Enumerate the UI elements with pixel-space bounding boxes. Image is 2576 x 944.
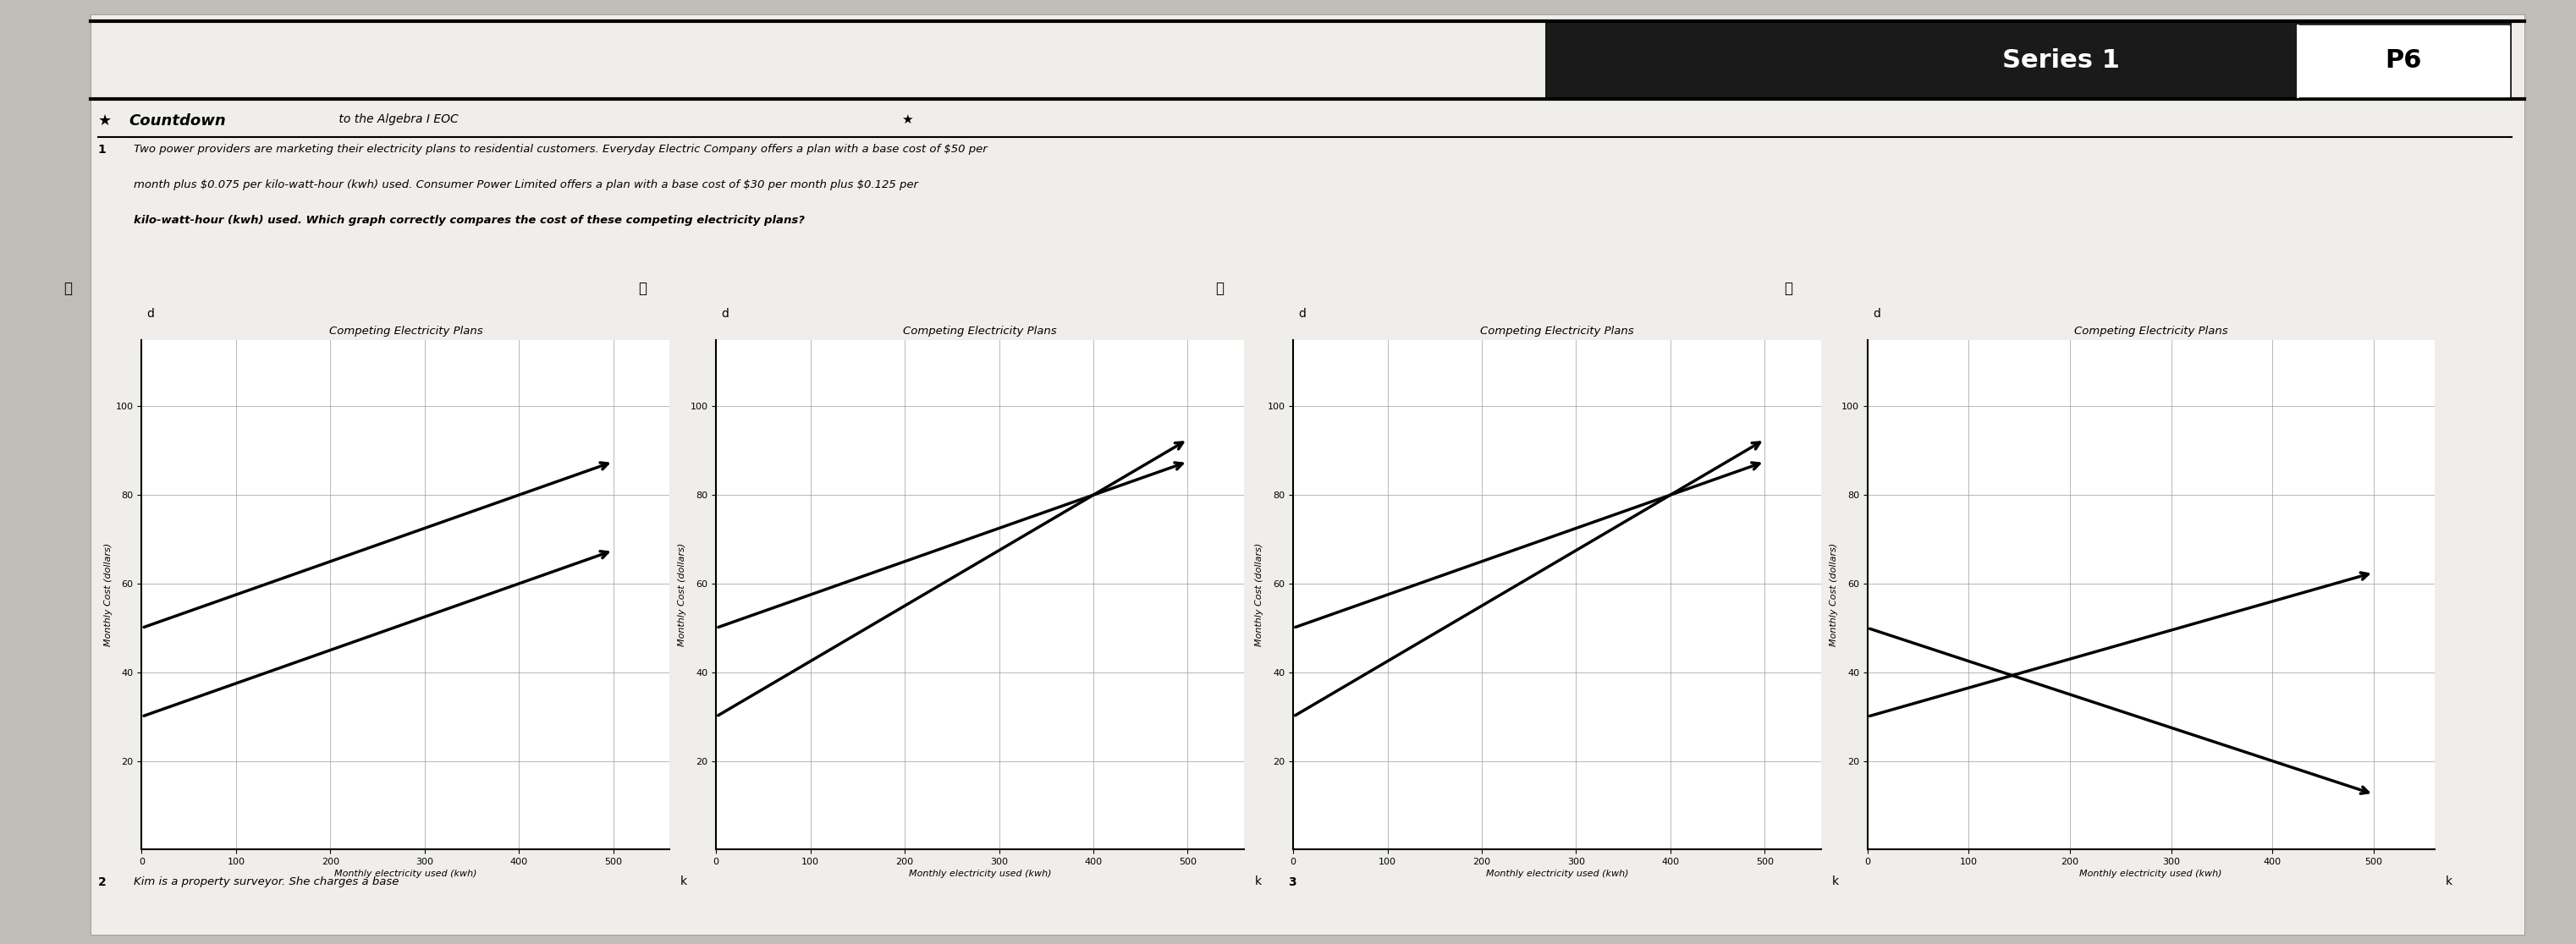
Text: 3: 3 [1288, 876, 1296, 888]
Y-axis label: Monthly Cost (dollars): Monthly Cost (dollars) [1829, 543, 1839, 647]
Text: Ⓒ: Ⓒ [1216, 281, 1224, 296]
Title: Competing Electricity Plans: Competing Electricity Plans [1481, 326, 1633, 336]
Text: k: k [2445, 875, 2452, 887]
Y-axis label: Monthly Cost (dollars): Monthly Cost (dollars) [1255, 543, 1265, 647]
Text: d: d [147, 308, 155, 319]
Text: 2: 2 [98, 876, 106, 888]
Title: Competing Electricity Plans: Competing Electricity Plans [2074, 326, 2228, 336]
Text: Ⓑ: Ⓑ [639, 281, 647, 296]
Text: k: k [680, 875, 688, 887]
Text: ★: ★ [98, 113, 111, 128]
Title: Competing Electricity Plans: Competing Electricity Plans [330, 326, 482, 336]
X-axis label: Monthly electricity used (kwh): Monthly electricity used (kwh) [335, 869, 477, 878]
Y-axis label: Monthly Cost (dollars): Monthly Cost (dollars) [103, 543, 113, 647]
Text: ★: ★ [902, 113, 912, 126]
Text: kilo-watt-hour (kwh) used. Which graph correctly compares the cost of these comp: kilo-watt-hour (kwh) used. Which graph c… [134, 215, 804, 227]
X-axis label: Monthly electricity used (kwh): Monthly electricity used (kwh) [2079, 869, 2223, 878]
Text: to the Algebra I EOC: to the Algebra I EOC [335, 113, 459, 126]
Text: Kim is a property surveyor. She charges a base: Kim is a property surveyor. She charges … [134, 876, 399, 887]
Text: Countdown: Countdown [129, 113, 227, 128]
Text: k: k [1832, 875, 1839, 887]
Text: Ⓐ: Ⓐ [64, 281, 72, 296]
Text: Series 1: Series 1 [2002, 48, 2120, 73]
Text: d: d [1298, 308, 1306, 319]
Bar [2298, 25, 2509, 96]
Text: d: d [721, 308, 729, 319]
Y-axis label: Monthly Cost (dollars): Monthly Cost (dollars) [677, 543, 688, 647]
X-axis label: Monthly electricity used (kwh): Monthly electricity used (kwh) [909, 869, 1051, 878]
Text: month plus $0.075 per kilo-watt-hour (kwh) used. Consumer Power Limited offers a: month plus $0.075 per kilo-watt-hour (kw… [134, 179, 920, 191]
Bar [1546, 22, 2512, 99]
Text: P6: P6 [2385, 48, 2421, 73]
Title: Competing Electricity Plans: Competing Electricity Plans [904, 326, 1056, 336]
Text: d: d [1873, 308, 1880, 319]
Text: k: k [1255, 875, 1262, 887]
X-axis label: Monthly electricity used (kwh): Monthly electricity used (kwh) [1486, 869, 1628, 878]
Text: 1: 1 [98, 143, 106, 156]
Text: Two power providers are marketing their electricity plans to residential custome: Two power providers are marketing their … [134, 143, 987, 155]
Text: Ⓓ: Ⓓ [1785, 281, 1793, 296]
